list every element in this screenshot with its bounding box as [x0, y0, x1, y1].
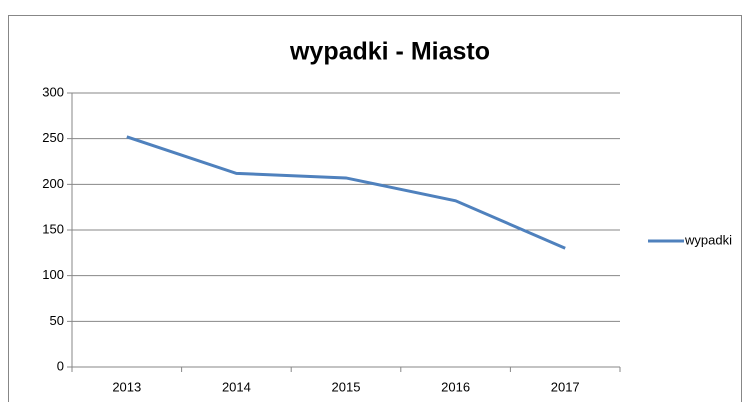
y-tick-label: 50: [50, 313, 64, 328]
y-tick-label: 250: [42, 130, 64, 145]
x-tick-label: 2017: [551, 379, 580, 394]
chart-border: [8, 15, 742, 402]
y-tick-label: 200: [42, 176, 64, 191]
x-tick-label: 2014: [222, 379, 251, 394]
x-tick-label: 2015: [332, 379, 361, 394]
x-tick-label: 2013: [112, 379, 141, 394]
x-tick-label: 2016: [441, 379, 470, 394]
y-tick-label: 300: [42, 84, 64, 99]
chart-title: wypadki - Miasto: [289, 38, 490, 66]
y-tick-label: 150: [42, 221, 64, 236]
y-tick-label: 0: [57, 358, 64, 373]
legend-label: wypadki: [684, 232, 732, 247]
y-tick-label: 100: [42, 267, 64, 282]
data-line: [126, 135, 566, 250]
